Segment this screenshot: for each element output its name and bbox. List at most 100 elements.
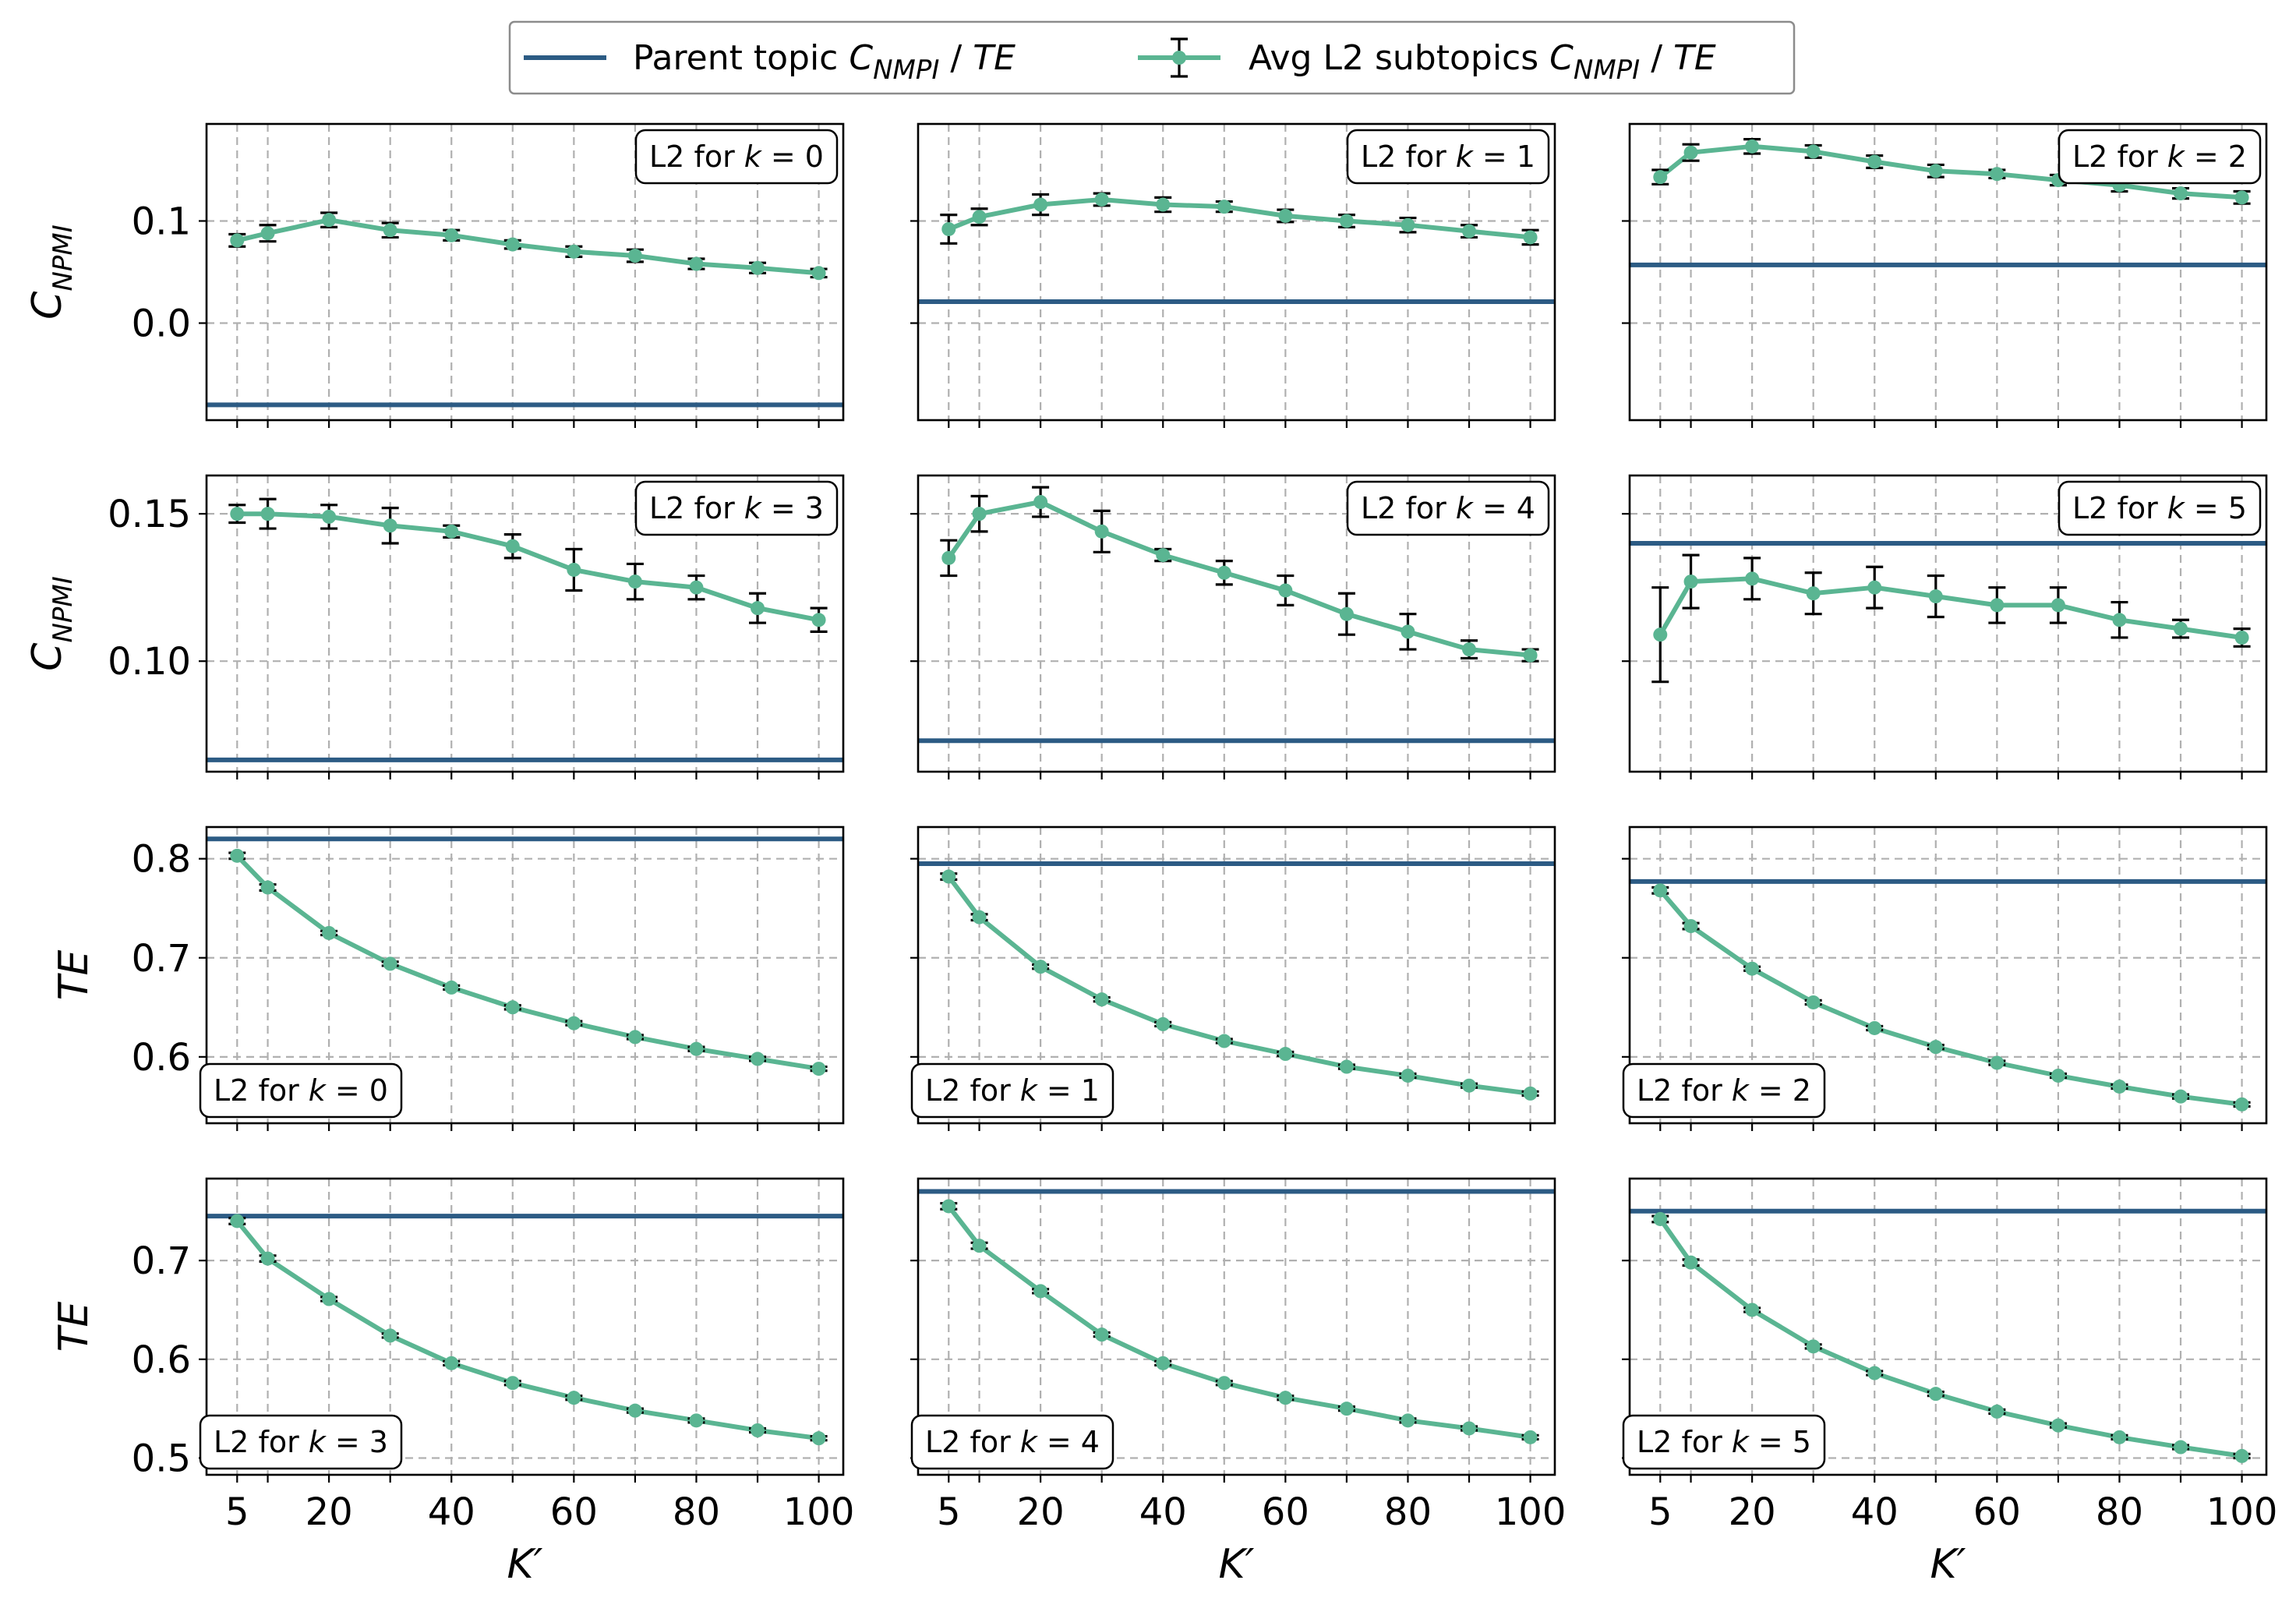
panel-label-text: L2 for k = 5: [1637, 1425, 1811, 1459]
axes-frame: [1628, 825, 2268, 1125]
legend: Parent topic CNMPI / TE Avg L2 subtopics…: [508, 20, 1796, 95]
panel-label-text: L2 for k = 5: [2072, 491, 2247, 525]
data-point: [1806, 144, 1821, 159]
data-point: [1156, 197, 1171, 212]
data-point: [811, 613, 826, 627]
data-point: [751, 1052, 765, 1066]
data-point: [230, 233, 245, 248]
panel-label-eq: =: [1037, 1425, 1081, 1459]
axes-frame: [917, 474, 1556, 773]
y-tick-label: 0.7: [132, 937, 191, 981]
x-tick-label: 60: [1262, 1490, 1309, 1534]
data-point: [1928, 164, 1943, 179]
panel-label-text: L2 for k = 4: [925, 1425, 1100, 1459]
panel-label-box: [199, 1062, 403, 1119]
data-point: [1683, 574, 1698, 589]
axes-frame: [1628, 474, 2268, 773]
data-point: [1156, 1356, 1171, 1370]
panel-label-prefix: L2 for: [649, 491, 744, 525]
axes-frame: [1628, 122, 2268, 422]
data-point: [322, 1292, 337, 1306]
panel-label: L2 for k = 2: [1622, 1062, 1826, 1119]
plot-area: [207, 497, 843, 762]
y-axis-label-sub: NPMI: [48, 576, 79, 642]
data-point: [1745, 139, 1760, 154]
data-point: [689, 1041, 704, 1056]
panel-label-box: [1346, 480, 1550, 536]
data-point: [383, 518, 397, 533]
data-point: [260, 226, 275, 241]
y-axis-label-main: C: [24, 291, 71, 320]
data-point: [1523, 1086, 1538, 1101]
data-point: [1217, 1034, 1231, 1048]
data-point: [383, 1328, 397, 1343]
data-point: [2234, 1097, 2249, 1112]
data-point: [505, 1000, 520, 1015]
data-point: [972, 910, 987, 924]
subplot-9: L2 for k = 2: [1622, 825, 2268, 1131]
panel-label-eq: =: [326, 1073, 369, 1108]
subplot-2: L2 for k = 1: [910, 122, 1556, 428]
panel-label: L2 for k = 5: [1622, 1414, 1826, 1470]
data-point: [2112, 1430, 2127, 1444]
data-point: [1653, 170, 1668, 185]
data-point: [444, 228, 459, 242]
data-point: [1867, 580, 1882, 595]
data-point: [1683, 1255, 1698, 1270]
data-point: [1990, 1404, 2005, 1419]
axes-frame: [917, 825, 1556, 1125]
panel-label: L2 for k = 4: [910, 1414, 1114, 1470]
panel-label-box: [1622, 1062, 1826, 1119]
panel-label-box: [1622, 1414, 1826, 1470]
subplot-5: L2 for k = 4: [910, 474, 1556, 779]
data-point: [1928, 1387, 1943, 1402]
data-point: [444, 524, 459, 539]
panel-label-text: L2 for k = 1: [1361, 140, 1535, 174]
panel-label-eq: =: [1749, 1073, 1793, 1108]
panel-label: L2 for k = 1: [1346, 129, 1550, 185]
y-tick-label: 0.1: [132, 200, 191, 243]
data-point: [2174, 1089, 2188, 1104]
panel-label-text: L2 for k = 3: [649, 491, 824, 525]
plot-area: [207, 211, 843, 408]
panel-label-k: 3: [369, 1425, 388, 1459]
panel-label-k: 4: [1081, 1425, 1100, 1459]
data-point: [1523, 230, 1538, 245]
panel-label-k: 3: [805, 491, 824, 525]
data-point: [1462, 224, 1477, 239]
panel-label-eq: =: [1037, 1073, 1081, 1108]
data-point: [941, 1199, 956, 1214]
y-axis-label: TE: [51, 1302, 97, 1352]
data-point: [689, 1413, 704, 1428]
data-point: [941, 869, 956, 884]
data-point: [2234, 190, 2249, 205]
data-point: [811, 266, 826, 281]
subplot-1: 0.0 0.1 L2 for k = 0 CNPMI: [24, 122, 845, 428]
panel-label-var: k: [1456, 140, 1475, 174]
x-tick-label: 5: [225, 1490, 249, 1534]
data-point: [230, 507, 245, 521]
axes-frame: [205, 122, 845, 422]
panel-label: L2 for k = 0: [634, 129, 839, 185]
data-point: [1653, 1211, 1668, 1226]
plot-area: [207, 1214, 843, 1446]
panel-label-text: L2 for k = 0: [214, 1073, 388, 1108]
data-point: [1990, 598, 2005, 613]
data-point: [1033, 495, 1048, 510]
data-point: [444, 1356, 459, 1370]
panel-label-box: [634, 480, 839, 536]
x-tick-label: 80: [673, 1490, 720, 1534]
panel-label-k: 1: [1081, 1073, 1100, 1108]
data-point: [567, 562, 581, 577]
plot-area: [207, 836, 843, 1076]
panel-label: L2 for k = 0: [199, 1062, 403, 1119]
data-point: [627, 1030, 642, 1045]
data-point: [322, 509, 337, 524]
legend-avg-marker: [1172, 51, 1186, 65]
data-point: [260, 1251, 275, 1266]
data-point: [1806, 995, 1821, 1009]
data-point: [941, 550, 956, 565]
avg-l2-line: [1658, 576, 2243, 640]
x-tick-label: 80: [1384, 1490, 1432, 1534]
